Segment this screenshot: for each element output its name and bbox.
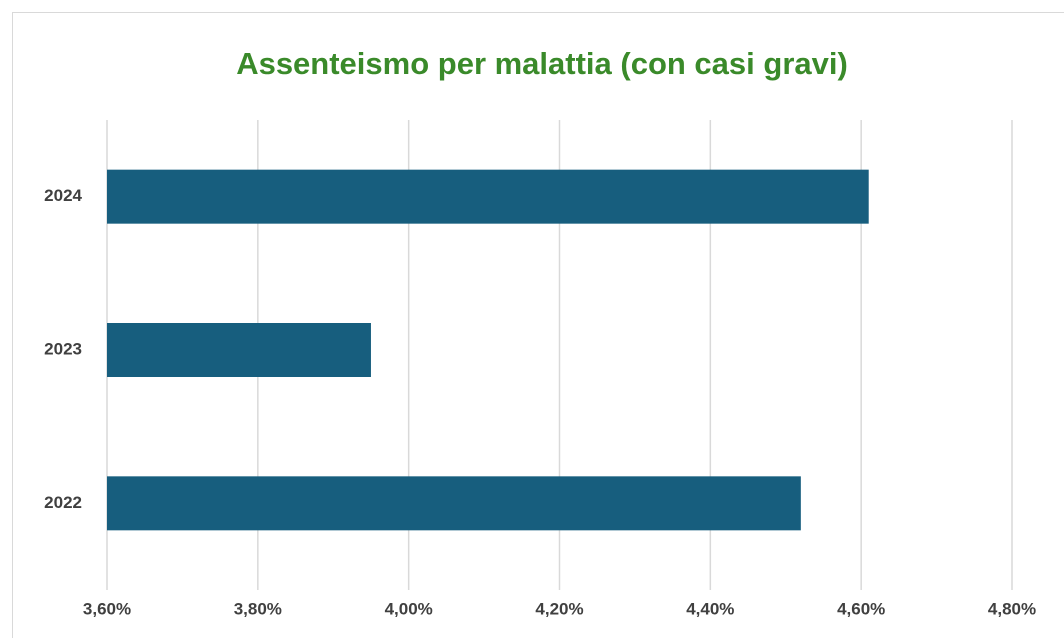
bar [107,169,869,224]
x-tick-label: 4,80% [988,599,1036,618]
x-tick-label: 4,00% [385,599,433,618]
x-tick-label: 3,80% [234,599,282,618]
bar [107,476,801,531]
x-tick-label: 4,20% [535,599,583,618]
x-tick-label: 4,40% [686,599,734,618]
bar [107,323,371,377]
x-tick-label: 3,60% [83,599,131,618]
y-tick-label: 2024 [44,186,82,205]
x-tick-label: 4,60% [837,599,885,618]
y-tick-label: 2023 [44,339,82,358]
chart-title: Assenteismo per malattia (con casi gravi… [236,46,848,81]
y-tick-label: 2022 [44,493,82,512]
